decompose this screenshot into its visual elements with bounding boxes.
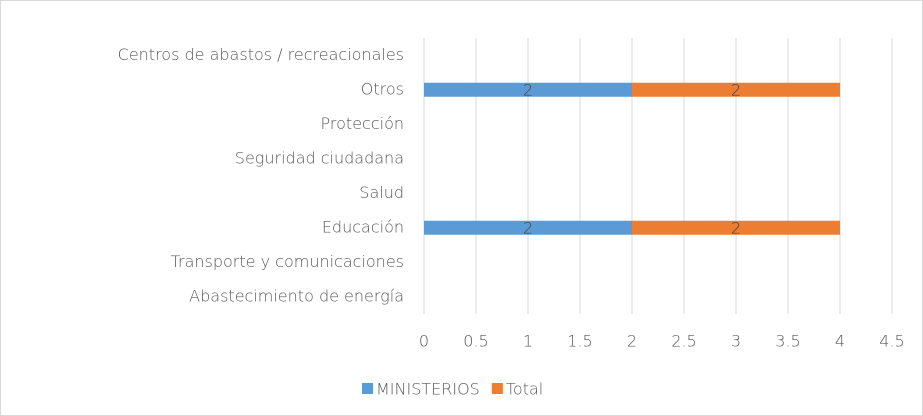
x-tick-label: 2.5 <box>671 332 696 351</box>
legend-swatch <box>491 383 503 394</box>
y-tick-label: Salud <box>359 183 404 202</box>
data-label: 2 <box>523 80 533 99</box>
y-tick-label: Educación <box>322 217 404 236</box>
x-tick-label: 3 <box>731 332 741 351</box>
x-tick-label: 4.5 <box>879 332 904 351</box>
x-tick-label: 1 <box>523 332 533 351</box>
legend-label: Total <box>506 380 543 399</box>
y-tick-label: Transporte y comunicaciones <box>171 252 404 271</box>
legend-label: MINISTERIOS <box>376 380 480 399</box>
x-tick-label: 1.5 <box>567 332 592 351</box>
data-label: 2 <box>523 218 533 237</box>
x-tick-label: 4 <box>835 332 845 351</box>
bar <box>424 82 632 97</box>
x-tick-label: 3.5 <box>775 332 800 351</box>
bar <box>632 82 840 97</box>
x-tick-label: 0 <box>419 332 429 351</box>
y-tick-label: Centros de abastos / recreacionales <box>118 45 404 64</box>
legend-swatch <box>362 383 373 394</box>
x-tick-label: 0.5 <box>463 332 488 351</box>
y-tick-label: Otros <box>361 79 404 98</box>
x-tick-label: 2 <box>627 332 637 351</box>
y-tick-label: Seguridad ciudadana <box>235 148 404 167</box>
bar <box>424 220 632 235</box>
data-label: 2 <box>731 80 741 99</box>
y-tick-label: Protección <box>321 114 404 133</box>
bar <box>632 220 840 235</box>
y-tick-label: Abastecimiento de energía <box>189 286 404 305</box>
data-label: 2 <box>731 218 741 237</box>
